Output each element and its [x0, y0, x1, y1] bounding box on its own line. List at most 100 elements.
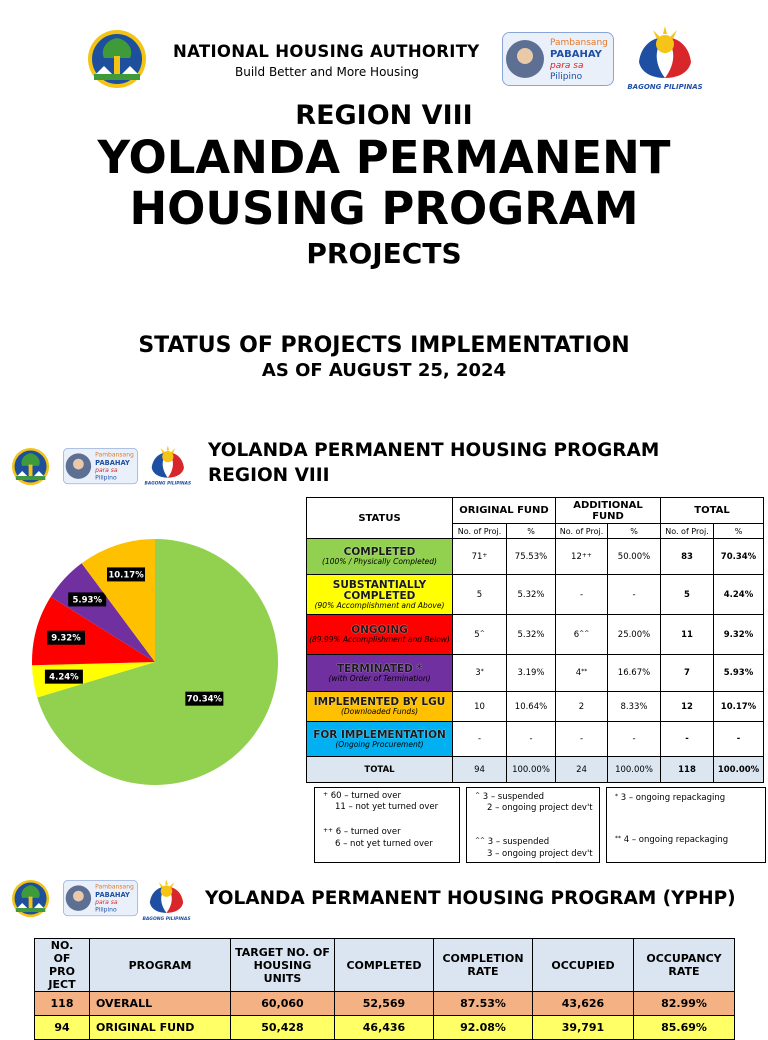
- footnote-text: 3 – suspended: [482, 792, 545, 802]
- footnote-mark: ^^: [475, 837, 486, 844]
- value-cell: -: [506, 721, 556, 757]
- footnote-mark: *: [615, 793, 618, 800]
- footnote-line: ** 4 – ongoing repackaging: [615, 835, 728, 845]
- org-tagline: Build Better and More Housing: [235, 65, 419, 79]
- cell-sup: ^^: [579, 629, 590, 637]
- header-cell: ADDITIONAL FUND: [555, 497, 661, 524]
- bagong-pilipinas-logo: BAGONG PILIPINAS: [145, 445, 192, 487]
- status-date: AS OF AUGUST 25, 2024: [261, 360, 507, 381]
- label-box: [107, 567, 146, 582]
- logo-houses: [17, 903, 45, 909]
- footnote-line: 2 – ongoing project dev't: [487, 803, 593, 813]
- data-cell: 85.69%: [633, 1015, 735, 1040]
- seal-blue: [151, 452, 168, 478]
- status-name: TERMINATED *: [336, 662, 423, 675]
- seal-blue: [639, 37, 665, 78]
- status-name: FOR IMPLEMENTATION: [313, 728, 446, 741]
- pie-slice: [50, 563, 156, 662]
- yphp-table: NO. OF PRO JECT PROGRAM TARGET NO. OF HOUS…: [34, 938, 735, 1040]
- status-row: COMPLETED (100% / Physically Completed) 71…: [306, 538, 765, 575]
- label-box: [185, 691, 224, 706]
- logo-trunk: [28, 896, 33, 909]
- footnote-line: + 60 – turned over: [323, 791, 401, 801]
- data-cell: 60,060: [230, 991, 335, 1016]
- seal-text: BAGONG PILIPINAS: [145, 481, 192, 487]
- cell-sup: +: [482, 551, 488, 559]
- seal-text: BAGONG PILIPINAS: [627, 83, 702, 91]
- logo-base: [15, 476, 46, 480]
- total-cell: 118: [660, 756, 714, 783]
- footnote-line: ++ 6 – turned over: [323, 827, 401, 837]
- footnote-mark: +: [323, 791, 329, 798]
- value-cell: 5: [660, 574, 714, 615]
- header-cell: COMPLETED: [334, 938, 434, 992]
- status-name: SUBSTANTIALLY COMPLETED: [332, 578, 427, 602]
- value-cell: -: [555, 721, 608, 757]
- seal-rays: [653, 26, 677, 39]
- logo-text: para sa: [94, 899, 118, 906]
- header-cell: TOTAL: [659, 497, 765, 524]
- footnote-box: + 60 – turned over 11 – not yet turned ov…: [314, 787, 460, 863]
- footnote-text: 3 – suspended: [487, 837, 550, 847]
- footnote-line: 11 – not yet turned over: [335, 802, 438, 812]
- value-cell: 5.32%: [506, 614, 556, 655]
- logo-text: PABAHAY: [95, 459, 130, 467]
- cell-text: 12: [571, 551, 582, 562]
- bagong-pilipinas-logo: BAGONG PILIPINAS: [627, 26, 703, 91]
- footnote-text: 6 – not yet turned over: [335, 839, 433, 849]
- header-cell: OCCUPIED: [532, 938, 634, 992]
- logo-text: Pambansang: [95, 884, 134, 891]
- value-cell: 16.67%: [607, 654, 661, 692]
- data-cell: ORIGINAL FUND: [89, 1015, 231, 1040]
- slice-label: 10.17%: [108, 570, 144, 580]
- footnote-line: 3 – ongoing project dev't: [487, 849, 593, 859]
- footnote-mark: ^: [475, 792, 481, 799]
- cell-text: 4: [575, 668, 582, 678]
- value-cell: 12: [660, 691, 714, 722]
- logo-base: [15, 908, 46, 912]
- logo-base: [94, 74, 140, 80]
- footnote-line: ^^ 3 – suspended: [475, 837, 549, 847]
- total-label: TOTAL: [306, 756, 453, 783]
- seal-sun: [160, 885, 173, 897]
- value-cell: 10.17%: [712, 691, 765, 722]
- seal-sun: [656, 35, 674, 53]
- data-cell: 52,569: [334, 991, 434, 1016]
- data-cell: 39,791: [532, 1015, 634, 1040]
- value-cell: -: [555, 574, 608, 615]
- total-cell: 100.00%: [712, 756, 765, 783]
- logo-text: PABAHAY: [550, 49, 603, 60]
- value-cell: 2: [555, 691, 608, 722]
- seal-blue: [149, 887, 167, 913]
- logo-text: Pambansang: [95, 452, 134, 459]
- data-cell: 118: [34, 991, 90, 1016]
- value-cell: 4**: [555, 654, 608, 692]
- data-cell: 92.08%: [433, 1015, 533, 1040]
- seal-red: [665, 37, 691, 78]
- bagong-pilipinas-logo: BAGONG PILIPINAS: [142, 879, 191, 922]
- footnote-text: 11 – not yet turned over: [335, 802, 439, 812]
- slice-label: 9.32%: [51, 634, 81, 644]
- header-cell: STATUS: [306, 497, 453, 539]
- value-cell: 25.00%: [607, 614, 661, 655]
- value-cell: 9.32%: [712, 614, 765, 655]
- nha-logo: [12, 880, 50, 918]
- value-cell: -: [607, 574, 661, 615]
- data-cell: 43,626: [532, 991, 634, 1016]
- section-title: REGION VIII: [208, 465, 330, 486]
- subheader-cell: %: [506, 523, 556, 539]
- status-cell: TERMINATED * (with Order of Termination): [306, 654, 453, 692]
- cell-sup: ++: [581, 551, 592, 559]
- subheader-cell: No. of Proj.: [555, 523, 608, 539]
- section-title: YOLANDA PERMANENT HOUSING PROGRAM (YPHP): [205, 888, 736, 909]
- footnote-text: 4 – ongoing repackaging: [623, 835, 729, 845]
- value-cell: 50.00%: [607, 538, 661, 575]
- region-title: REGION VIII: [295, 100, 473, 131]
- header-cell: NO. OF PRO JECT: [34, 938, 90, 992]
- footnote-mark: ++: [323, 827, 334, 834]
- label-box: [68, 592, 107, 607]
- value-cell: 5^: [452, 614, 507, 655]
